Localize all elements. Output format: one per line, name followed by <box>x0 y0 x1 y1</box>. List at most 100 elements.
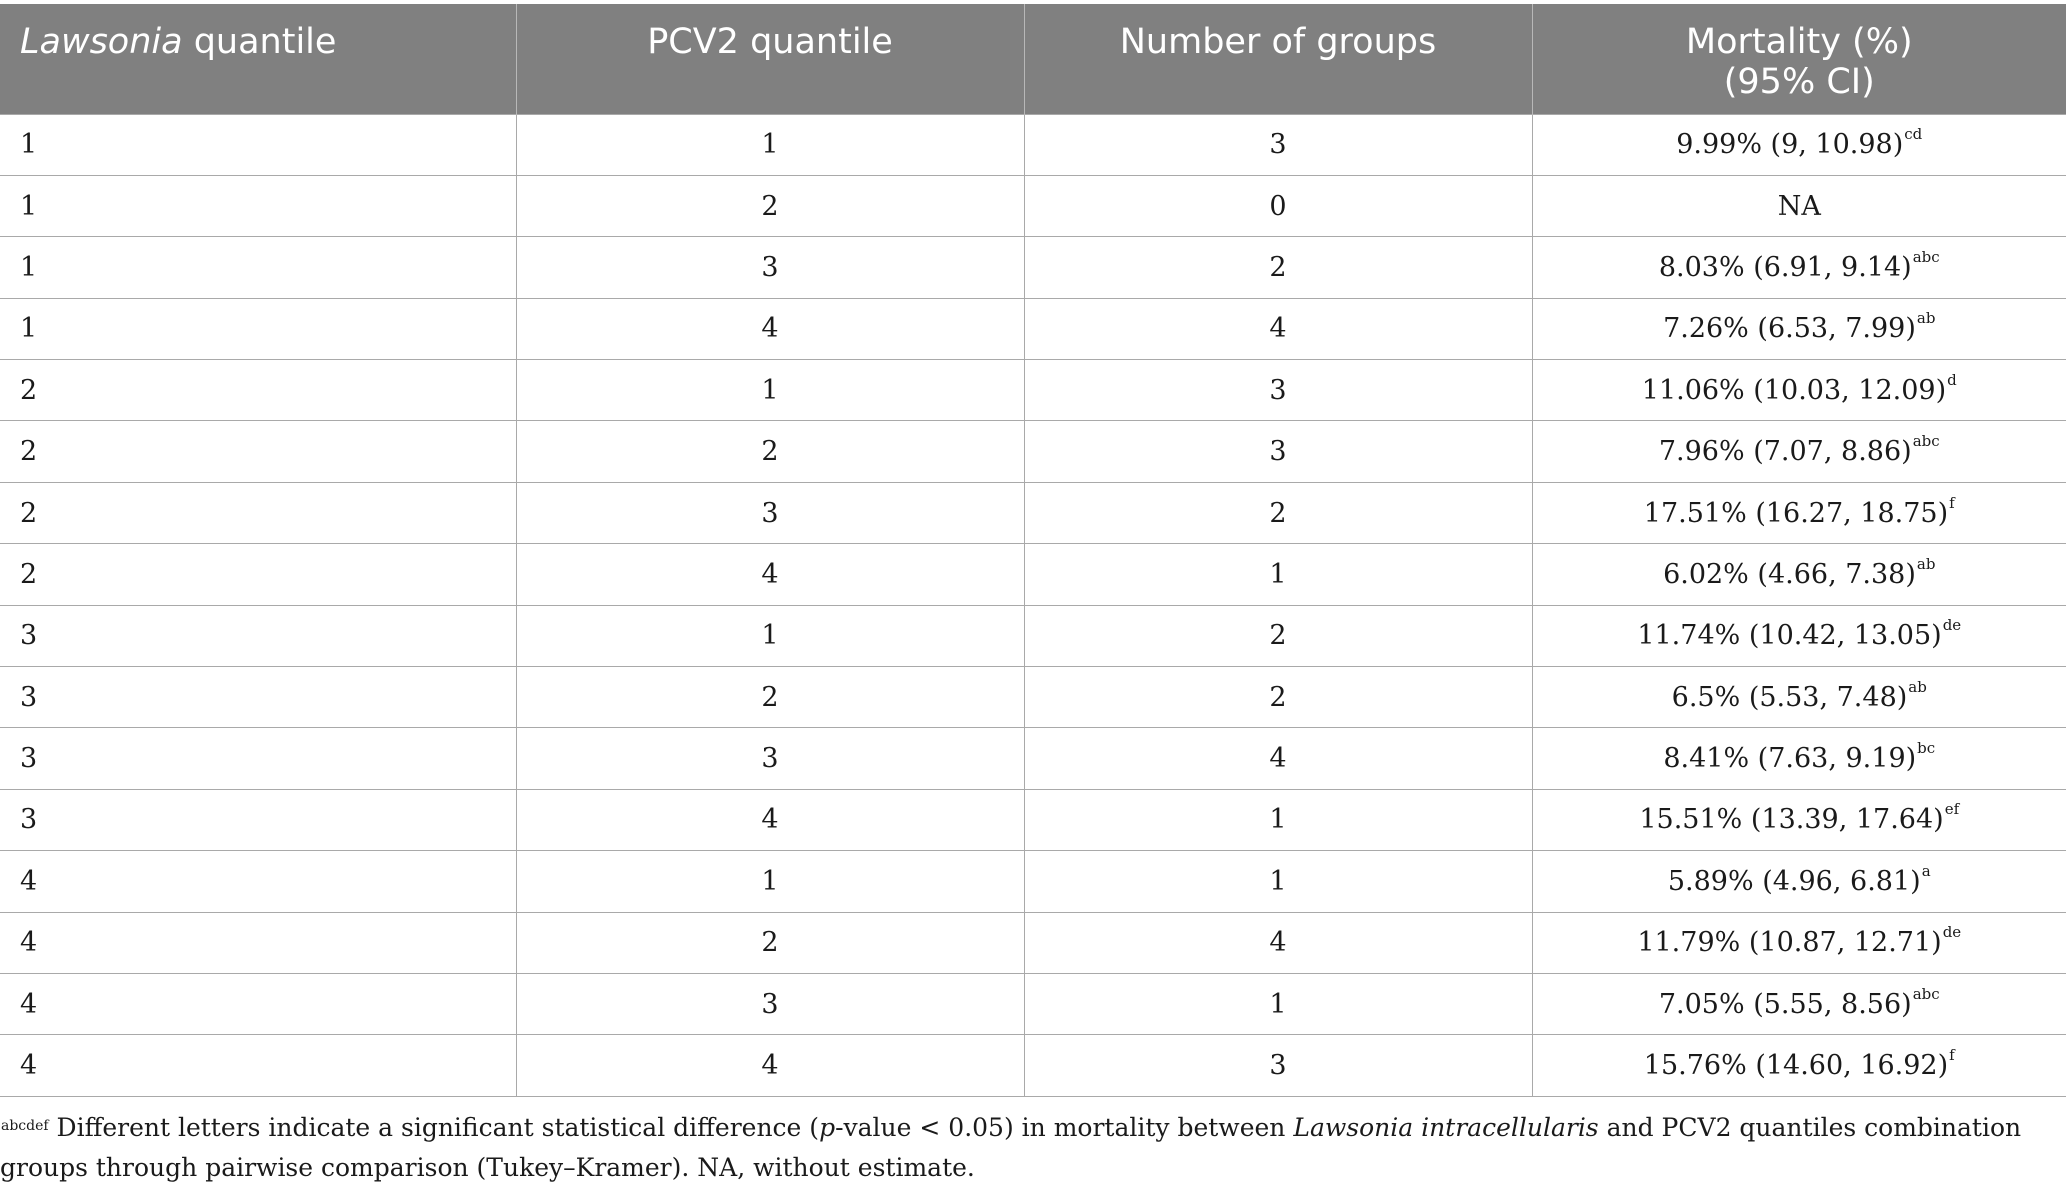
cell-pcv2-quantile: 3 <box>515 972 1025 1036</box>
cell-lawsonia-quantile: 4 <box>0 850 517 913</box>
footnote-species-italic: Lawsonia intracellularis <box>1293 1113 1599 1142</box>
mortality-significance-letters: bc <box>1917 739 1936 758</box>
cell-lawsonia-quantile: 4 <box>0 911 517 974</box>
table-row: 4 3 1 7.05% (5.55, 8.56)abc <box>0 972 2066 1036</box>
table-body: 1 1 3 9.99% (9, 10.98)cd 1 2 0 NA 1 3 2 8.03% (6.91… <box>0 113 2066 1097</box>
cell-pcv2-quantile: 2 <box>515 174 1025 238</box>
cell-mortality: 6.5% (5.53, 7.48)ab <box>1531 666 2066 729</box>
cell-pcv2-quantile: 4 <box>515 788 1025 852</box>
footnote-text-2: -value < 0.05) in mortality between <box>835 1113 1294 1142</box>
mortality-significance-letters: ab <box>1916 554 1936 573</box>
cell-mortality: 7.05% (5.55, 8.56)abc <box>1531 972 2066 1036</box>
mortality-significance-letters: d <box>1947 370 1957 389</box>
header-lawsonia-quantile: Lawsonia quantile <box>0 4 517 114</box>
table-row: 4 1 1 5.89% (4.96, 6.81)a <box>0 850 2066 913</box>
header-lawsonia-rest: quantile <box>182 22 337 62</box>
cell-lawsonia-quantile: 1 <box>0 174 517 238</box>
cell-lawsonia-quantile: 1 <box>0 297 517 361</box>
mortality-significance-letters: f <box>1949 493 1955 512</box>
table-row: 1 3 2 8.03% (6.91, 9.14)abc <box>0 236 2066 299</box>
mortality-significance-letters: ab <box>1908 677 1927 696</box>
cell-pcv2-quantile: 1 <box>515 359 1025 422</box>
cell-pcv2-quantile: 3 <box>515 481 1025 545</box>
table-row: 1 2 0 NA <box>0 174 2066 238</box>
mortality-value: 5.89% (4.96, 6.81) <box>1667 865 1921 897</box>
cell-pcv2-quantile: 2 <box>515 911 1025 974</box>
mortality-significance-letters: de <box>1942 923 1962 942</box>
mortality-value: 9.99% (9, 10.98) <box>1676 129 1904 161</box>
cell-mortality: 6.02% (4.66, 7.38)ab <box>1531 543 2066 606</box>
cell-number-of-groups: 2 <box>1023 604 1533 668</box>
cell-pcv2-quantile: 1 <box>515 604 1025 668</box>
mortality-significance-letters: a <box>1921 861 1931 880</box>
cell-number-of-groups: 3 <box>1023 113 1533 176</box>
cell-number-of-groups: 4 <box>1023 911 1533 974</box>
header-mortality-line1: Mortality (%) <box>1685 22 1913 62</box>
footnote-text-1: Different letters indicate a significant… <box>48 1113 820 1142</box>
mortality-value: 11.74% (10.42, 13.05) <box>1637 620 1942 652</box>
mortality-value: 11.79% (10.87, 12.71) <box>1637 927 1942 959</box>
cell-pcv2-quantile: 4 <box>515 543 1025 606</box>
cell-pcv2-quantile: 4 <box>515 1034 1025 1097</box>
table-row: 2 3 2 17.51% (16.27, 18.75)f <box>0 481 2066 545</box>
table-row: 4 4 3 15.76% (14.60, 16.92)f <box>0 1034 2066 1097</box>
table-row: 3 4 1 15.51% (13.39, 17.64)ef <box>0 788 2066 852</box>
cell-lawsonia-quantile: 3 <box>0 604 517 668</box>
cell-mortality: 9.99% (9, 10.98)cd <box>1531 113 2066 176</box>
mortality-value: 7.05% (5.55, 8.56) <box>1658 988 1912 1020</box>
mortality-value: 7.26% (6.53, 7.99) <box>1663 313 1916 345</box>
cell-lawsonia-quantile: 4 <box>0 972 517 1036</box>
mortality-significance-letters: abc <box>1912 432 1940 451</box>
cell-lawsonia-quantile: 3 <box>0 666 517 729</box>
mortality-significance-letters: abc <box>1912 984 1940 1003</box>
cell-mortality: 11.06% (10.03, 12.09)d <box>1531 359 2066 422</box>
cell-mortality: 15.76% (14.60, 16.92)f <box>1531 1034 2066 1097</box>
footnote-superscript: abcdef <box>1 1118 49 1134</box>
mortality-table: Lawsonia quantile PCV2 quantile Number o… <box>0 4 2066 1097</box>
cell-mortality: 8.41% (7.63, 9.19)bc <box>1531 727 2066 790</box>
table-header: Lawsonia quantile PCV2 quantile Number o… <box>0 4 2066 114</box>
table-row: 2 2 3 7.96% (7.07, 8.86)abc <box>0 420 2066 483</box>
mortality-significance-letters: cd <box>1904 125 1923 144</box>
header-pcv2-quantile: PCV2 quantile <box>516 4 1025 114</box>
cell-pcv2-quantile: 4 <box>515 297 1025 361</box>
cell-mortality: NA <box>1531 174 2066 238</box>
cell-lawsonia-quantile: 2 <box>0 543 517 606</box>
cell-number-of-groups: 0 <box>1023 174 1533 238</box>
cell-lawsonia-quantile: 2 <box>0 481 517 545</box>
cell-mortality: 8.03% (6.91, 9.14)abc <box>1531 236 2066 299</box>
mortality-significance-letters: ab <box>1916 309 1936 328</box>
table-row: 2 4 1 6.02% (4.66, 7.38)ab <box>0 543 2066 606</box>
cell-pcv2-quantile: 1 <box>515 113 1025 176</box>
table-footnote: abcdef Different letters indicate a sign… <box>0 1108 2060 1188</box>
mortality-value: 8.41% (7.63, 9.19) <box>1663 743 1917 775</box>
cell-pcv2-quantile: 1 <box>515 850 1025 913</box>
cell-lawsonia-quantile: 2 <box>0 420 517 483</box>
mortality-value: 7.96% (7.07, 8.86) <box>1658 436 1912 468</box>
header-mortality-line2: (95% CI) <box>1723 62 1875 102</box>
mortality-significance-letters: abc <box>1912 247 1940 266</box>
cell-lawsonia-quantile: 4 <box>0 1034 517 1097</box>
table-row: 3 3 4 8.41% (7.63, 9.19)bc <box>0 727 2066 790</box>
table-row: 1 1 3 9.99% (9, 10.98)cd <box>0 113 2066 176</box>
header-row: Lawsonia quantile PCV2 quantile Number o… <box>0 4 2066 114</box>
table-row: 3 2 2 6.5% (5.53, 7.48)ab <box>0 666 2066 729</box>
header-number-of-groups: Number of groups <box>1024 4 1533 114</box>
cell-lawsonia-quantile: 2 <box>0 359 517 422</box>
mortality-value: 8.03% (6.91, 9.14) <box>1658 251 1912 283</box>
cell-pcv2-quantile: 2 <box>515 420 1025 483</box>
cell-number-of-groups: 4 <box>1023 727 1533 790</box>
cell-mortality: 15.51% (13.39, 17.64)ef <box>1531 788 2066 852</box>
cell-mortality: 7.26% (6.53, 7.99)ab <box>1531 297 2066 361</box>
mortality-value: NA <box>1777 190 1821 222</box>
cell-number-of-groups: 1 <box>1023 543 1533 606</box>
mortality-value: 15.76% (14.60, 16.92) <box>1643 1050 1949 1082</box>
cell-lawsonia-quantile: 1 <box>0 113 517 176</box>
mortality-value: 11.06% (10.03, 12.09) <box>1641 374 1947 406</box>
cell-number-of-groups: 2 <box>1023 666 1533 729</box>
cell-number-of-groups: 2 <box>1023 236 1533 299</box>
cell-mortality: 5.89% (4.96, 6.81)a <box>1531 850 2066 913</box>
header-mortality: Mortality (%) (95% CI) <box>1532 4 2066 114</box>
mortality-value: 17.51% (16.27, 18.75) <box>1643 497 1949 529</box>
table-row: 2 1 3 11.06% (10.03, 12.09)d <box>0 359 2066 422</box>
